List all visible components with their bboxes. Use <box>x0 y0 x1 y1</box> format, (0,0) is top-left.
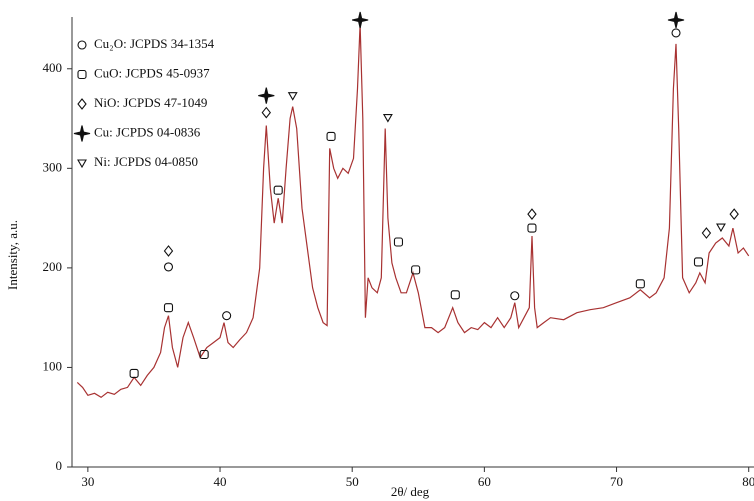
marker <box>163 245 174 257</box>
x-tick-label: 80 <box>742 474 754 489</box>
x-tick-label: 30 <box>81 474 94 489</box>
marker <box>527 223 537 233</box>
y-tick-label: 300 <box>43 159 63 174</box>
marker <box>287 92 298 101</box>
marker <box>450 290 460 300</box>
y-tick-label: 100 <box>43 358 63 373</box>
marker <box>729 208 739 221</box>
y-tick-label: 200 <box>43 259 63 274</box>
x-tick-label: 60 <box>478 474 491 489</box>
marker <box>667 11 685 29</box>
x-tick-label: 70 <box>610 474 623 489</box>
marker <box>671 28 681 38</box>
marker <box>273 185 283 195</box>
y-axis-label: Intensity, a.u. <box>5 220 20 290</box>
marker <box>382 114 393 123</box>
y-tick-label: 0 <box>56 458 63 473</box>
legend-symbol <box>77 159 87 169</box>
marker <box>326 131 336 142</box>
marker <box>510 291 520 301</box>
marker <box>352 11 369 29</box>
marker <box>527 208 537 221</box>
marker <box>261 106 271 119</box>
legend-symbol <box>73 125 91 142</box>
legend-label: CuO: JCPDS 45-0937 <box>94 65 210 80</box>
marker <box>693 257 704 267</box>
legend-symbol <box>77 98 87 110</box>
marker <box>222 311 232 321</box>
marker <box>163 303 174 313</box>
marker <box>129 368 139 378</box>
y-tick-label: 400 <box>43 60 63 75</box>
marker <box>411 265 421 275</box>
legend-symbol <box>77 40 87 50</box>
xrd-pattern <box>76 23 750 399</box>
legend-label: Cu₂O: JCPDS 34-1354 <box>94 36 215 51</box>
marker <box>199 349 209 360</box>
marker <box>258 87 275 104</box>
marker <box>393 237 404 247</box>
legend-label: NiO: JCPDS 47-1049 <box>94 95 207 110</box>
legend-label: Ni: JCPDS 04-0850 <box>94 154 198 169</box>
marker <box>635 279 645 289</box>
marker <box>716 223 726 233</box>
legend-label: Cu: JCPDS 04-0836 <box>94 124 201 139</box>
marker <box>163 262 174 272</box>
x-axis-label: 2θ/ deg <box>391 484 430 499</box>
marker <box>701 227 712 239</box>
x-tick-label: 50 <box>346 474 359 489</box>
x-tick-label: 40 <box>214 474 227 489</box>
legend-symbol <box>77 69 87 80</box>
